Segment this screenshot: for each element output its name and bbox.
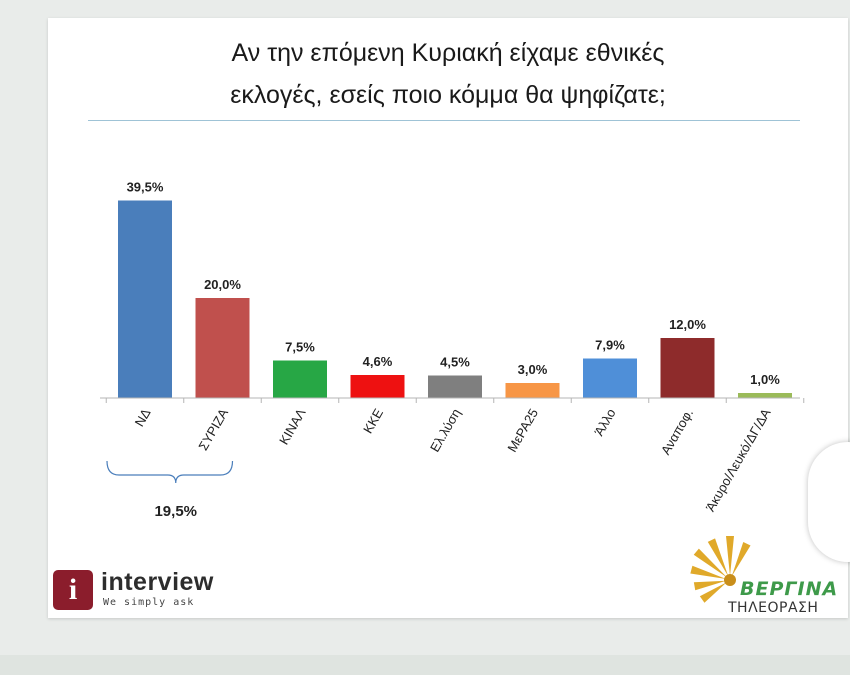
bar-value-label: 3,0%	[518, 362, 548, 377]
category-label: ΝΔ	[132, 406, 154, 429]
poll-slide: Αν την επόμενη Κυριακή είχαμε εθνικές εκ…	[48, 18, 848, 618]
vergina-logo: ΒΕΡΓΙΝΑ ΤΗΛΕΟΡΑΣΗ	[678, 528, 848, 618]
interview-logo: i interview We simply ask	[53, 568, 233, 610]
bar-7	[660, 338, 715, 398]
bottom-bar	[0, 655, 850, 675]
category-labels: ΝΔ ΣΥΡΙΖΑ ΚΙΝΑΛ ΚΚΕ Ελ.λύση ΜεΡΑ25 Άλλο Αναποφ.…	[132, 406, 774, 514]
title-line-2: εκλογές, εσείς ποιο κόμμα θα ψηφίζατε;	[230, 81, 666, 109]
vergina-logo-name: ΒΕΡΓΙΝΑ	[740, 578, 839, 600]
interview-logo-name: interview	[101, 568, 214, 596]
bar-3	[350, 375, 405, 398]
bar-value-label: 1,0%	[750, 372, 780, 387]
floating-circle-button[interactable]	[808, 442, 850, 562]
bar-value-label: 20,0%	[204, 277, 241, 292]
info-i-icon: i	[53, 570, 93, 610]
difference-label: 19,5%	[154, 503, 197, 520]
bar-value-label: 39,5%	[127, 180, 164, 195]
category-label: ΚΚΕ	[360, 406, 386, 436]
bar-value-label: 7,5%	[285, 340, 315, 355]
category-label: ΣΥΡΙΖΑ	[195, 406, 231, 453]
difference-brace	[106, 460, 234, 484]
category-label: Άλλο	[591, 406, 618, 438]
interview-logo-tagline: We simply ask	[103, 597, 195, 608]
category-label: ΜεΡΑ25	[504, 406, 541, 455]
bar-0	[118, 200, 172, 398]
bar-value-label: 12,0%	[669, 317, 706, 332]
vergina-logo-subtitle: ΤΗΛΕΟΡΑΣΗ	[728, 600, 819, 616]
vergina-sun-icon	[690, 536, 751, 603]
bar-value-label: 4,5%	[440, 355, 470, 370]
chart-title: Αν την επόμενη Κυριακή είχαμε εθνικές εκ…	[48, 32, 848, 116]
title-line-1: Αν την επόμενη Κυριακή είχαμε εθνικές	[231, 39, 665, 67]
x-axis-ticks	[105, 398, 805, 403]
bar-value-label: 7,9%	[595, 338, 625, 353]
category-label: Αναποφ.	[658, 406, 696, 457]
bar-8	[738, 393, 792, 398]
bar-2	[273, 360, 327, 398]
bar-chart: 39,5%20,0%7,5%4,6% 4,5% 3,0%7,9%12,0%1,0% …	[100, 180, 805, 520]
bar-1	[195, 298, 250, 398]
bar-4	[428, 375, 482, 398]
bar-6	[583, 358, 637, 398]
category-label: ΚΙΝΑΛ	[276, 406, 309, 448]
bar-value-label: 4,6%	[363, 354, 393, 369]
bar-5	[505, 383, 560, 398]
title-divider	[88, 120, 800, 121]
category-label: Άκυρο/Λευκό/ΔΓ/ΔΑ	[703, 406, 774, 514]
bars-group: 39,5% 20,0% 7,5% 4,6% 4,5% 3,0% 7,9% 12,0% 1,0%	[118, 180, 792, 398]
category-label: Ελ.λύση	[427, 406, 464, 455]
